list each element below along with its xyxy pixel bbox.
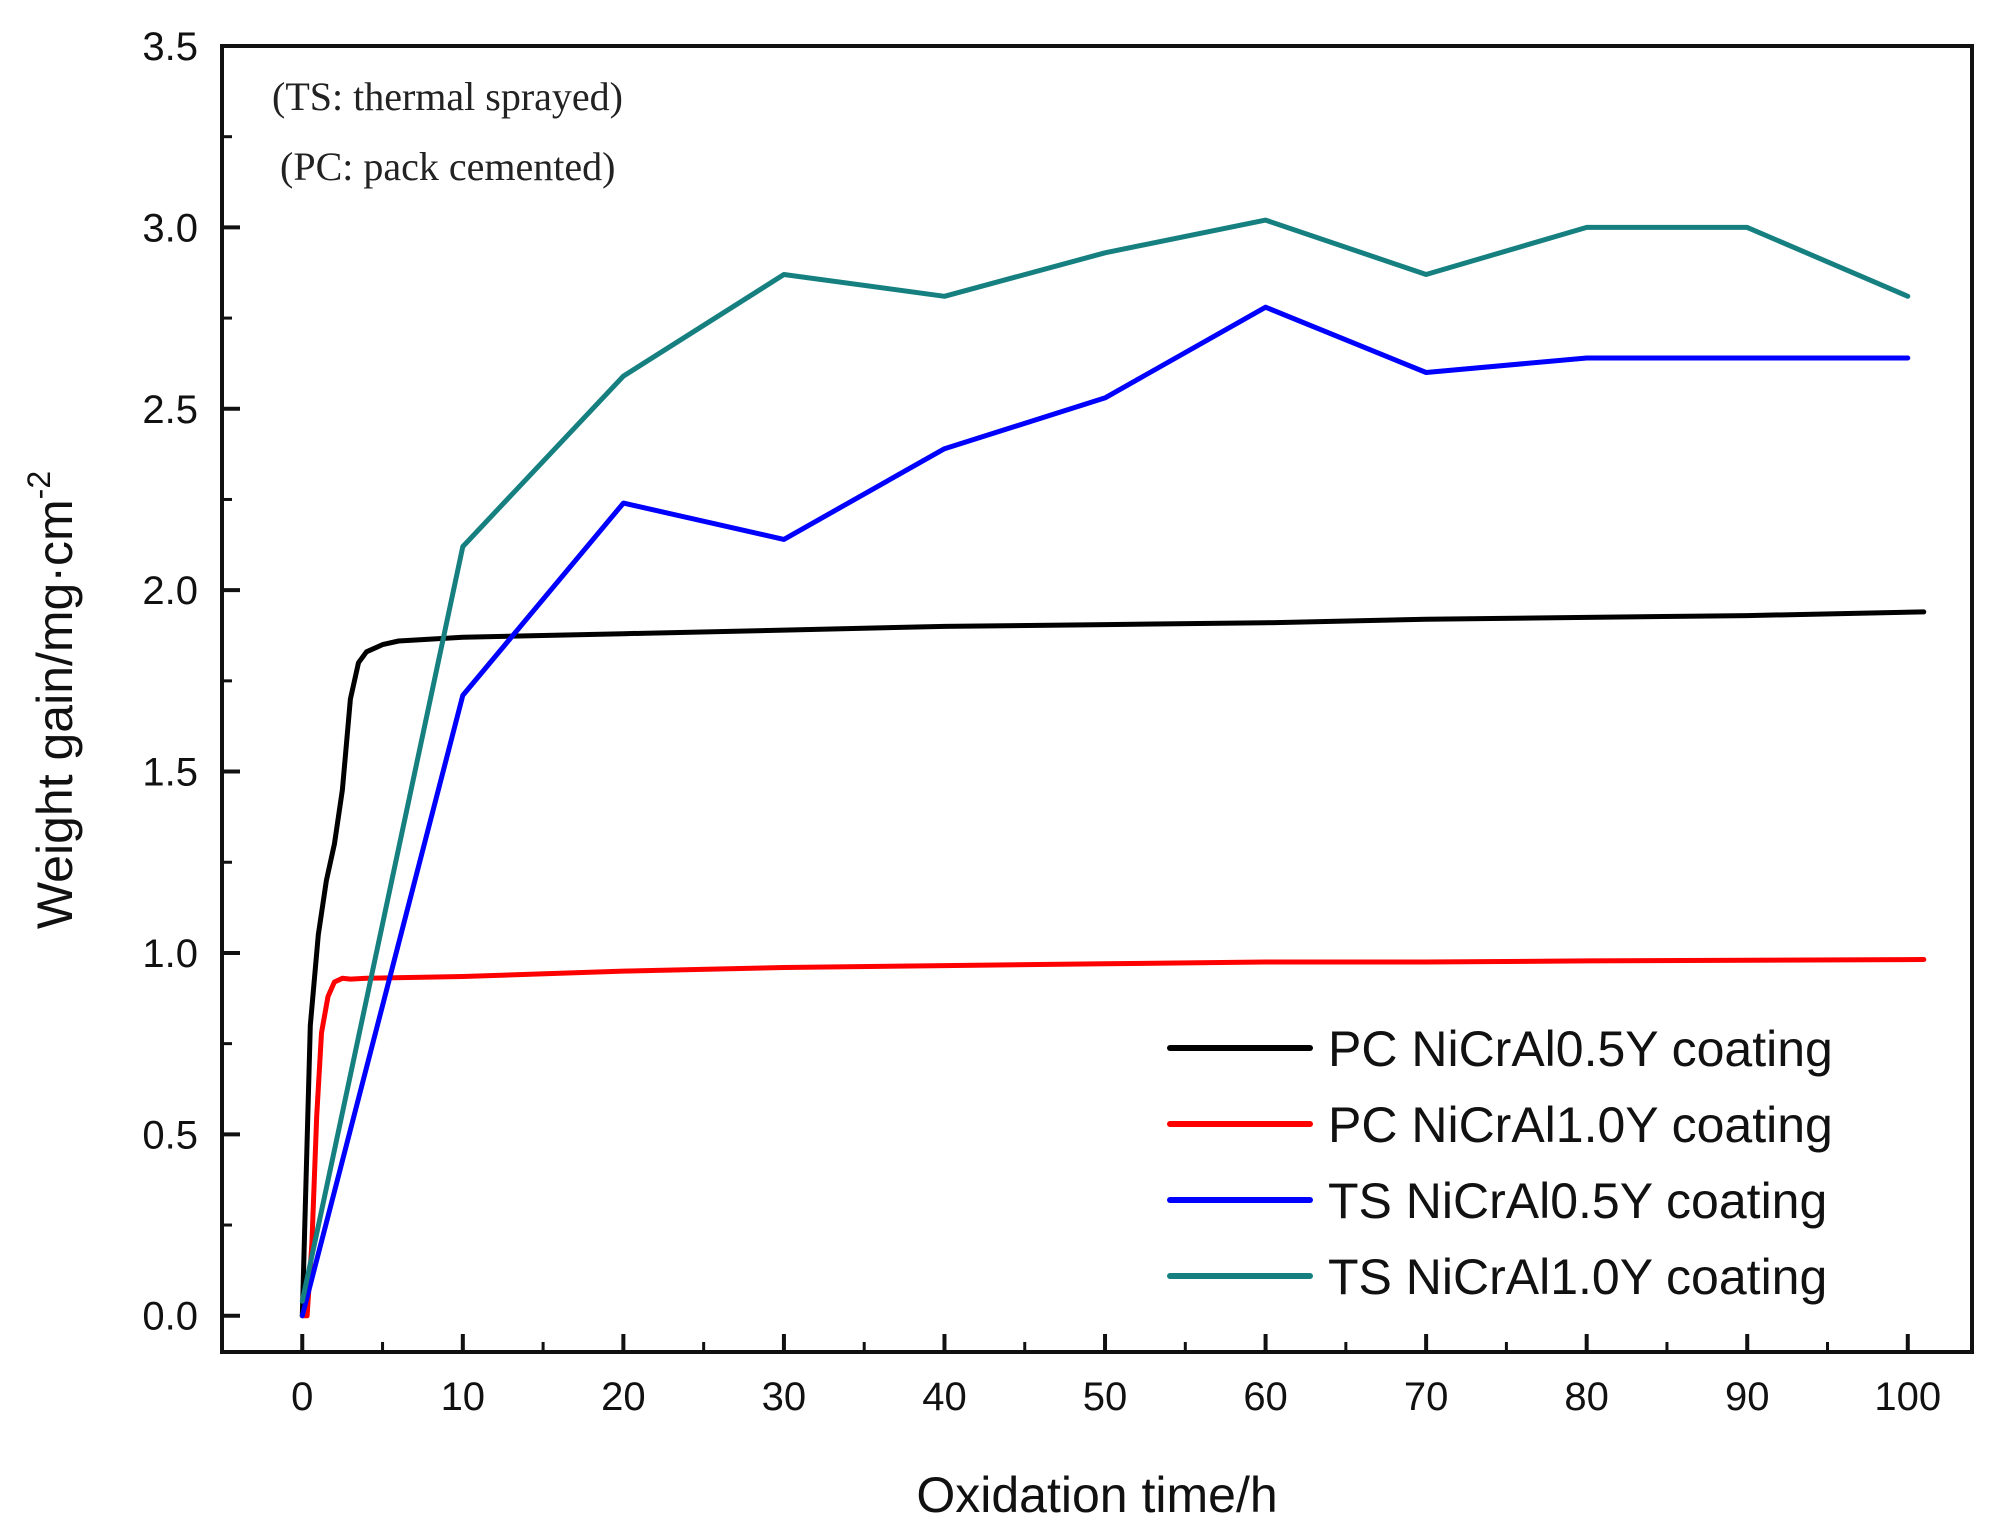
series-line-1	[299, 609, 1927, 1319]
y-axis-title-main: Weight gain/mg·cm	[27, 499, 83, 929]
y-tick-label: 0.5	[142, 1113, 198, 1157]
legend-label-3: TS NiCrAl0.5Y coating	[1328, 1173, 1827, 1229]
x-tick-label: 100	[1874, 1375, 1941, 1419]
x-tick-label: 40	[922, 1375, 967, 1419]
y-tick-label: 1.0	[142, 932, 198, 976]
x-tick-label: 50	[1083, 1375, 1128, 1419]
y-tick-label: 2.0	[142, 569, 198, 613]
x-tick-label: 70	[1404, 1375, 1449, 1419]
legend-label-2: PC NiCrAl1.0Y coating	[1328, 1097, 1833, 1153]
x-tick-label: 0	[291, 1375, 313, 1419]
legend: PC NiCrAl0.5Y coating PC NiCrAl1.0Y coati…	[1167, 1021, 1833, 1305]
x-axis-title: Oxidation time/h	[916, 1467, 1277, 1523]
y-axis-title-superscript: -2	[21, 471, 57, 499]
legend-label-1: PC NiCrAl0.5Y coating	[1328, 1021, 1833, 1077]
series-layer	[299, 217, 1927, 1319]
x-tick-label: 20	[601, 1375, 646, 1419]
ticks-layer: 0 10 20 30 40 50 60 70 80 90 100 0.0 0.5 1.0 1.5 2.0 2.5…	[142, 25, 1941, 1419]
y-tick-label: 3.0	[142, 206, 198, 250]
y-tick-label: 3.5	[142, 25, 198, 69]
x-tick-label: 10	[441, 1375, 486, 1419]
series-line-4	[299, 217, 1911, 1304]
y-tick-label: 1.5	[142, 751, 198, 795]
annotation-ts: (TS: thermal sprayed)	[272, 74, 623, 119]
series-line-2	[299, 957, 1927, 1319]
y-tick-label: 2.5	[142, 388, 198, 432]
y-axis-title: Weight gain/mg·cm-2	[21, 471, 83, 929]
y-tick-label: 0.0	[142, 1295, 198, 1339]
x-tick-label: 30	[762, 1375, 807, 1419]
series-line-3	[299, 304, 1911, 1319]
annotation-pc: (PC: pack cemented)	[280, 144, 615, 189]
legend-label-4: TS NiCrAl1.0Y coating	[1328, 1249, 1827, 1305]
x-tick-label: 80	[1564, 1375, 1609, 1419]
x-tick-label: 90	[1725, 1375, 1770, 1419]
plot-frame	[220, 44, 1974, 1354]
x-tick-label: 60	[1243, 1375, 1288, 1419]
